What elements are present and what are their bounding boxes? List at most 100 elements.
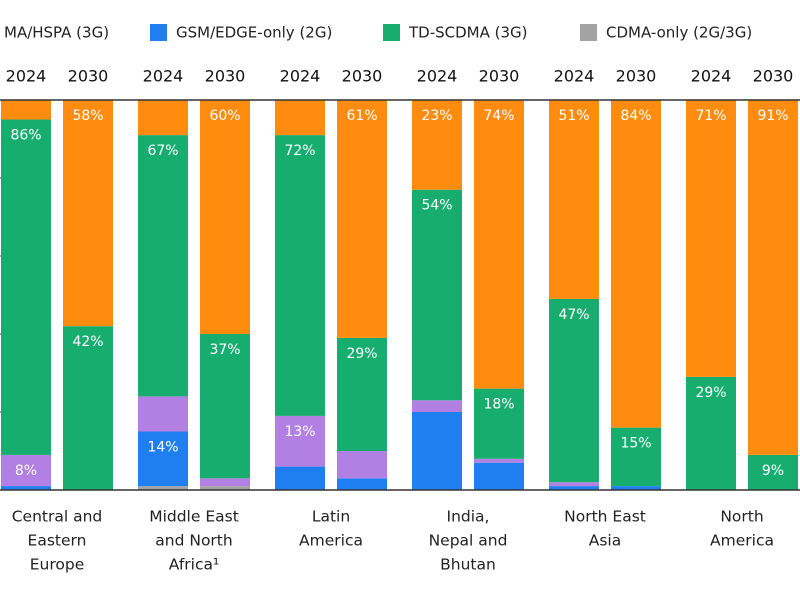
bar-segment bbox=[200, 478, 250, 487]
legend-swatch bbox=[580, 24, 597, 41]
x-tick-label: 2024 bbox=[143, 67, 184, 86]
legend-swatch bbox=[150, 24, 167, 41]
value-label: 29% bbox=[695, 385, 726, 401]
group-label: Middle East bbox=[149, 508, 239, 526]
group-label: and North bbox=[155, 532, 232, 550]
bar-segment bbox=[412, 400, 462, 412]
legend-swatch bbox=[383, 24, 400, 41]
group-label: America bbox=[299, 532, 363, 550]
group-label: Latin bbox=[312, 508, 350, 526]
bar-segment bbox=[138, 431, 188, 487]
group-label: Bhutan bbox=[440, 556, 496, 574]
bar-segment bbox=[549, 100, 599, 299]
bar-segment bbox=[474, 100, 524, 389]
bar-segment bbox=[337, 451, 387, 479]
group-label: Nepal and bbox=[429, 532, 508, 550]
x-tick-label: 2030 bbox=[753, 67, 794, 86]
bar-segment bbox=[1, 119, 51, 455]
bar-segment bbox=[138, 486, 188, 490]
bar-segment bbox=[549, 486, 599, 490]
value-label: 84% bbox=[620, 108, 651, 124]
legend-label: GSM/EDGE-only (2G) bbox=[176, 24, 332, 42]
x-tick-label: 2030 bbox=[68, 67, 109, 86]
group-label: Central and bbox=[12, 508, 103, 526]
bar-segment bbox=[337, 100, 387, 338]
bar-segment bbox=[412, 189, 462, 401]
bar-segment bbox=[474, 388, 524, 459]
x-tick-label: 2030 bbox=[205, 67, 246, 86]
group-label: Eastern bbox=[28, 532, 87, 550]
bar-segment bbox=[337, 478, 387, 490]
bar-segment bbox=[412, 100, 462, 190]
bar-segment bbox=[686, 100, 736, 377]
bar-segment bbox=[1, 100, 51, 120]
bar-segment bbox=[275, 466, 325, 490]
value-label: 29% bbox=[346, 346, 377, 362]
bar-segment bbox=[138, 100, 188, 136]
legend-label: CDMA-only (2G/3G) bbox=[606, 24, 752, 42]
bar-segment bbox=[611, 486, 661, 490]
x-tick-label: 2024 bbox=[280, 67, 321, 86]
legend-label: MA/HSPA (3G) bbox=[4, 24, 109, 42]
value-label: 86% bbox=[10, 128, 41, 144]
value-label: 15% bbox=[620, 436, 651, 452]
bar-segment bbox=[474, 462, 524, 490]
bar-segment bbox=[611, 427, 661, 487]
value-label: 18% bbox=[483, 397, 514, 413]
x-tick-label: 2030 bbox=[342, 67, 383, 86]
group-label: Africa¹ bbox=[169, 556, 219, 574]
bar-segment bbox=[549, 298, 599, 483]
bar-segment bbox=[275, 415, 325, 467]
bar-segment bbox=[63, 326, 113, 490]
value-label: 51% bbox=[558, 108, 589, 124]
legend-label: TD-SCDMA (3G) bbox=[408, 24, 528, 42]
group-label: Europe bbox=[30, 556, 85, 574]
group-label: North bbox=[720, 508, 763, 526]
bar-segment bbox=[1, 454, 51, 487]
x-tick-label: 2030 bbox=[479, 67, 520, 86]
bar-segment bbox=[138, 135, 188, 397]
value-label: 58% bbox=[72, 108, 103, 124]
bar-segment bbox=[748, 454, 798, 490]
bar-segment bbox=[200, 486, 250, 490]
value-label: 9% bbox=[762, 463, 784, 479]
x-tick-label: 2030 bbox=[616, 67, 657, 86]
value-label: 23% bbox=[421, 108, 452, 124]
bar-segment bbox=[275, 100, 325, 136]
bar-segment bbox=[200, 334, 250, 479]
bar-segment bbox=[138, 396, 188, 432]
bar-segment bbox=[337, 337, 387, 451]
value-label: 14% bbox=[147, 440, 178, 456]
bar-segment bbox=[200, 100, 250, 334]
bar-segment bbox=[275, 135, 325, 416]
group-label: America bbox=[710, 532, 774, 550]
x-tick-label: 2024 bbox=[691, 67, 732, 86]
value-label: 42% bbox=[72, 334, 103, 350]
value-label: 71% bbox=[695, 108, 726, 124]
value-label: 67% bbox=[147, 143, 178, 159]
value-label: 74% bbox=[483, 108, 514, 124]
value-label: 47% bbox=[558, 307, 589, 323]
bar-segment bbox=[63, 100, 113, 327]
value-label: 54% bbox=[421, 198, 452, 214]
value-label: 72% bbox=[284, 143, 315, 159]
bar-segment bbox=[549, 482, 599, 487]
value-label: 37% bbox=[209, 342, 240, 358]
value-label: 8% bbox=[15, 463, 37, 479]
bar-segment bbox=[474, 458, 524, 463]
value-label: 60% bbox=[209, 108, 240, 124]
x-tick-label: 2024 bbox=[417, 67, 458, 86]
value-label: 13% bbox=[284, 424, 315, 440]
bar-segment bbox=[686, 376, 736, 490]
value-label: 91% bbox=[757, 108, 788, 124]
bar-segment bbox=[1, 486, 51, 490]
value-label: 61% bbox=[346, 108, 377, 124]
x-tick-label: 2024 bbox=[6, 67, 47, 86]
bar-segment bbox=[748, 100, 798, 455]
group-label: North East bbox=[564, 508, 646, 526]
group-label: Asia bbox=[589, 532, 621, 550]
group-label: India, bbox=[447, 508, 490, 526]
x-tick-label: 2024 bbox=[554, 67, 595, 86]
